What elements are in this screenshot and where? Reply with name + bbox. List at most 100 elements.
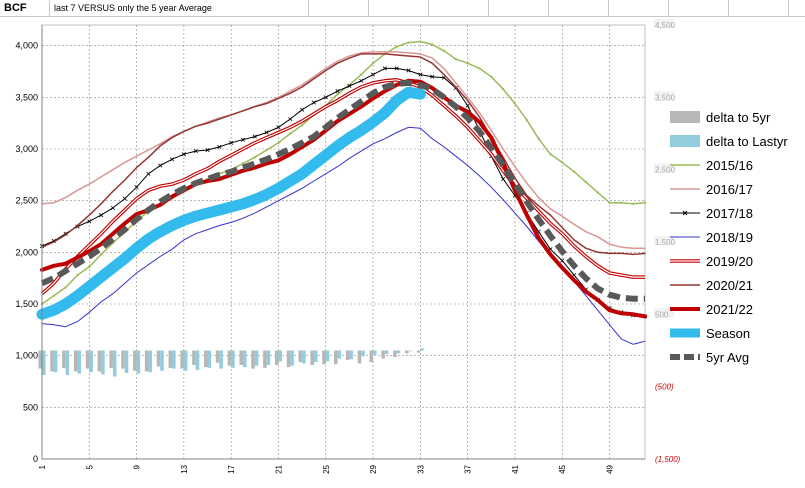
y-tick-label: 1,000 (15, 351, 38, 361)
point-2-8 (122, 196, 127, 201)
point-0-41 (513, 102, 517, 105)
legend: delta to 5yr delta to Lastyr 2015/16 2016/1… (670, 110, 788, 365)
bar-series-group (38, 348, 424, 377)
point-2-33 (418, 72, 423, 77)
bar-0-33 (416, 350, 421, 353)
cell-a1[interactable]: BCF (0, 0, 50, 16)
bar-0-17 (227, 350, 232, 366)
legend-marker-4 (682, 210, 688, 216)
point-0-19 (253, 156, 257, 159)
point-0-40 (501, 87, 505, 91)
bar-1-22 (290, 350, 294, 366)
x-tick-label: 45 (558, 464, 567, 473)
point-2-34 (430, 74, 435, 79)
bar-0-2 (50, 350, 54, 372)
bar-0-7 (109, 350, 113, 368)
bar-1-16 (219, 350, 223, 369)
bar-0-11 (156, 350, 161, 367)
column-divider (428, 0, 429, 16)
point-2-23 (300, 107, 305, 112)
bar-0-20 (263, 350, 267, 368)
bar-1-21 (278, 350, 283, 362)
point-0-5 (88, 265, 91, 268)
point-0-6 (99, 253, 103, 256)
point-0-35 (442, 49, 446, 53)
point-0-21 (277, 141, 280, 144)
bar-1-2 (53, 350, 58, 373)
bar-1-27 (349, 350, 353, 360)
point-0-22 (289, 132, 292, 135)
column-divider (308, 0, 309, 16)
x-tick-label: 9 (133, 464, 142, 469)
y2-tick-bg (654, 236, 674, 245)
point-0-47 (584, 180, 588, 184)
column-divider (728, 0, 729, 16)
spreadsheet-row-header: BCF last 7 VERSUS only the 5 year Averag… (0, 0, 805, 17)
point-2-14 (193, 148, 198, 154)
bar-1-26 (337, 350, 342, 359)
cell-b1[interactable]: last 7 VERSUS only the 5 year Average (54, 3, 212, 13)
bar-0-23 (298, 350, 303, 363)
y-tick-label: 0 (33, 454, 38, 464)
bar-1-15 (207, 350, 212, 368)
point-2-6 (99, 213, 104, 218)
point-2-28 (359, 78, 364, 83)
bar-1-32 (408, 350, 413, 352)
point-0-43 (537, 137, 540, 140)
point-0-50 (620, 201, 623, 204)
bar-1-33 (420, 348, 424, 351)
bar-0-30 (381, 350, 385, 359)
bar-0-14 (192, 350, 196, 365)
point-2-22 (288, 116, 293, 122)
bar-1-24 (313, 350, 318, 363)
bar-0-9 (133, 350, 137, 371)
bar-0-12 (168, 350, 173, 368)
series-line-inner-4 (41, 79, 645, 295)
line-series-group (36, 40, 648, 345)
y2-tick-label: 2,500 (655, 166, 676, 175)
x-tick-label: 1 (38, 464, 47, 469)
legend-label: 2018/19 (706, 230, 753, 245)
bar-0-25 (322, 350, 326, 365)
point-2-11 (158, 163, 163, 168)
y2-tick-bg (654, 19, 674, 28)
y2-tick-bg (654, 163, 674, 173)
point-0-31 (395, 45, 398, 48)
bar-0-28 (357, 350, 362, 364)
point-2-20 (264, 130, 269, 135)
point-0-34 (430, 43, 434, 46)
point-0-29 (371, 62, 375, 65)
point-2-24 (311, 100, 317, 105)
bar-0-19 (251, 350, 255, 369)
point-0-49 (608, 201, 611, 204)
point-2-17 (229, 140, 234, 145)
point-2-9 (134, 185, 139, 190)
bar-0-4 (73, 350, 78, 372)
column-divider (368, 0, 369, 16)
bar-1-19 (254, 350, 259, 366)
bar-1-30 (384, 350, 389, 355)
point-2-15 (205, 147, 210, 153)
bar-1-25 (325, 350, 330, 362)
point-2-45 (560, 258, 565, 263)
point-2-12 (169, 157, 175, 162)
point-0-4 (76, 273, 79, 277)
column-divider (668, 0, 669, 16)
legend-label: 2020/21 (706, 278, 753, 293)
point-2-37 (465, 103, 470, 108)
x-tick-label: 25 (322, 464, 331, 473)
x-tick-label: 17 (227, 464, 236, 473)
point-2-7 (110, 205, 116, 210)
column-divider (488, 0, 489, 16)
legend-label: 2015/16 (706, 158, 753, 173)
bar-0-8 (121, 350, 125, 369)
bar-1-12 (172, 350, 176, 369)
series-line-8 (40, 79, 645, 302)
bar-1-11 (160, 350, 164, 371)
y2-tick-label: 4,500 (655, 21, 676, 30)
x-tick-label: 33 (416, 464, 425, 473)
y2-tick-bg (654, 308, 674, 318)
bar-0-6 (97, 350, 102, 372)
bar-0-22 (286, 350, 291, 368)
